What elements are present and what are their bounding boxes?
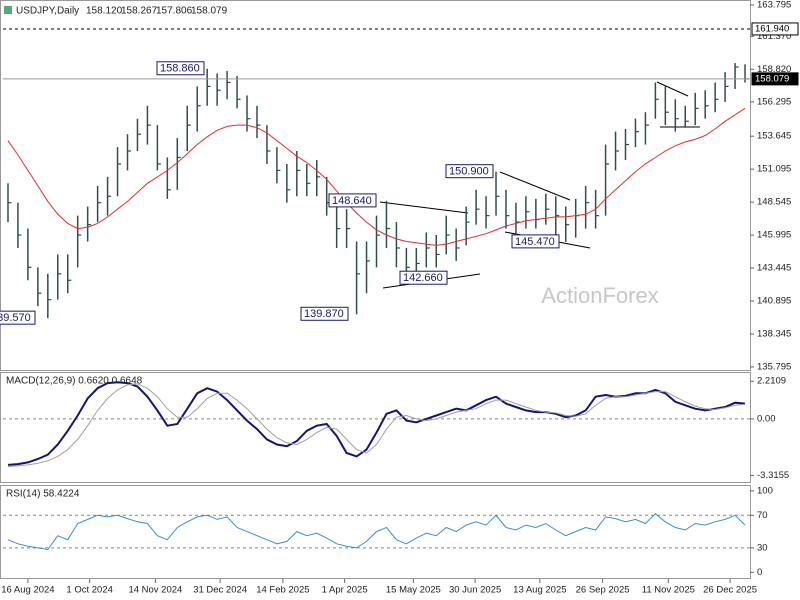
annotation: 145.470 bbox=[515, 236, 555, 248]
quote-open: 158.120 bbox=[86, 6, 123, 17]
watermark: ActionForex bbox=[541, 283, 658, 308]
y-tick-label: 148.545 bbox=[757, 197, 791, 208]
price-label: 161.940 bbox=[755, 23, 789, 34]
annotation-box bbox=[300, 306, 349, 321]
price-label-box bbox=[751, 22, 799, 36]
moving-average bbox=[7, 107, 746, 246]
x-tick-label: 14 Nov 2024 bbox=[128, 585, 182, 596]
y-tick-label: 143.445 bbox=[757, 263, 791, 274]
y-tick-label: 30 bbox=[757, 542, 768, 553]
trendline bbox=[379, 201, 469, 214]
price-panel bbox=[0, 0, 751, 371]
annotation: 139.570 bbox=[0, 312, 31, 324]
annotation-box bbox=[328, 193, 377, 208]
x-tick-label: 26 Dec 2025 bbox=[703, 585, 757, 596]
rsi-panel bbox=[0, 485, 751, 579]
y-tick-label: 156.295 bbox=[757, 96, 791, 107]
x-tick-label: 16 Aug 2024 bbox=[1, 585, 54, 596]
quote-low: 157.806 bbox=[156, 6, 193, 17]
quote-high: 158.267 bbox=[121, 6, 158, 17]
annotation: 148.640 bbox=[332, 195, 372, 207]
quote-close: 158.079 bbox=[191, 6, 228, 17]
annotation-box bbox=[399, 270, 448, 285]
annotation: 139.870 bbox=[304, 308, 344, 320]
annotation-box bbox=[156, 61, 205, 76]
x-tick-label: 26 Sep 2025 bbox=[576, 585, 630, 596]
annotation-box bbox=[445, 164, 494, 179]
trendline bbox=[499, 171, 571, 201]
trendline bbox=[656, 81, 689, 97]
price-label-box bbox=[751, 72, 799, 86]
indicator-line bbox=[7, 383, 746, 468]
macd-panel bbox=[0, 372, 751, 483]
symbol-icon bbox=[4, 6, 12, 14]
indicator-line bbox=[7, 513, 746, 551]
y-tick-label: 135.795 bbox=[757, 361, 791, 372]
x-tick-label: 1 Oct 2024 bbox=[66, 585, 112, 596]
y-tick-label: 153.645 bbox=[757, 131, 791, 142]
y-tick-label: 140.895 bbox=[757, 296, 791, 307]
y-tick-label: 145.995 bbox=[757, 230, 791, 241]
x-tick-label: 1 Apr 2025 bbox=[322, 585, 368, 596]
y-tick-label: 100 bbox=[757, 485, 773, 496]
macd-title: MACD(12,26,9) 0.6620 0.6648 bbox=[6, 376, 143, 387]
y-tick-label: 158.820 bbox=[757, 64, 791, 75]
y-tick-label: 138.345 bbox=[757, 329, 791, 340]
annotation: 158.860 bbox=[160, 63, 200, 75]
x-tick-label: 11 Nov 2025 bbox=[642, 585, 695, 596]
annotation: 142.660 bbox=[403, 272, 443, 284]
symbol: USDJPY,Daily bbox=[16, 6, 79, 17]
x-tick-label: 30 Jun 2025 bbox=[449, 585, 501, 596]
x-tick-label: 14 Feb 2025 bbox=[256, 585, 309, 596]
y-tick-label: 2.2109 bbox=[757, 376, 786, 387]
x-tick-label: 31 Dec 2024 bbox=[193, 585, 247, 596]
x-tick-label: 13 Aug 2025 bbox=[513, 585, 566, 596]
y-tick-label: 163.795 bbox=[757, 0, 791, 10]
annotation-box bbox=[0, 310, 36, 325]
y-tick-label: 151.095 bbox=[757, 164, 791, 175]
price-label: 158.079 bbox=[755, 73, 789, 84]
annotation-box bbox=[511, 234, 560, 249]
y-tick-label: 161.370 bbox=[757, 31, 791, 42]
rsi-title: RSI(14) 58.4224 bbox=[6, 489, 80, 500]
x-tick-label: 15 May 2025 bbox=[386, 585, 441, 596]
y-tick-label: -3.3155 bbox=[757, 470, 789, 481]
y-tick-label: 0.00 bbox=[757, 413, 776, 424]
y-tick-label: 70 bbox=[757, 510, 768, 521]
y-tick-label: 0 bbox=[757, 567, 762, 578]
annotation: 150.900 bbox=[449, 166, 489, 178]
